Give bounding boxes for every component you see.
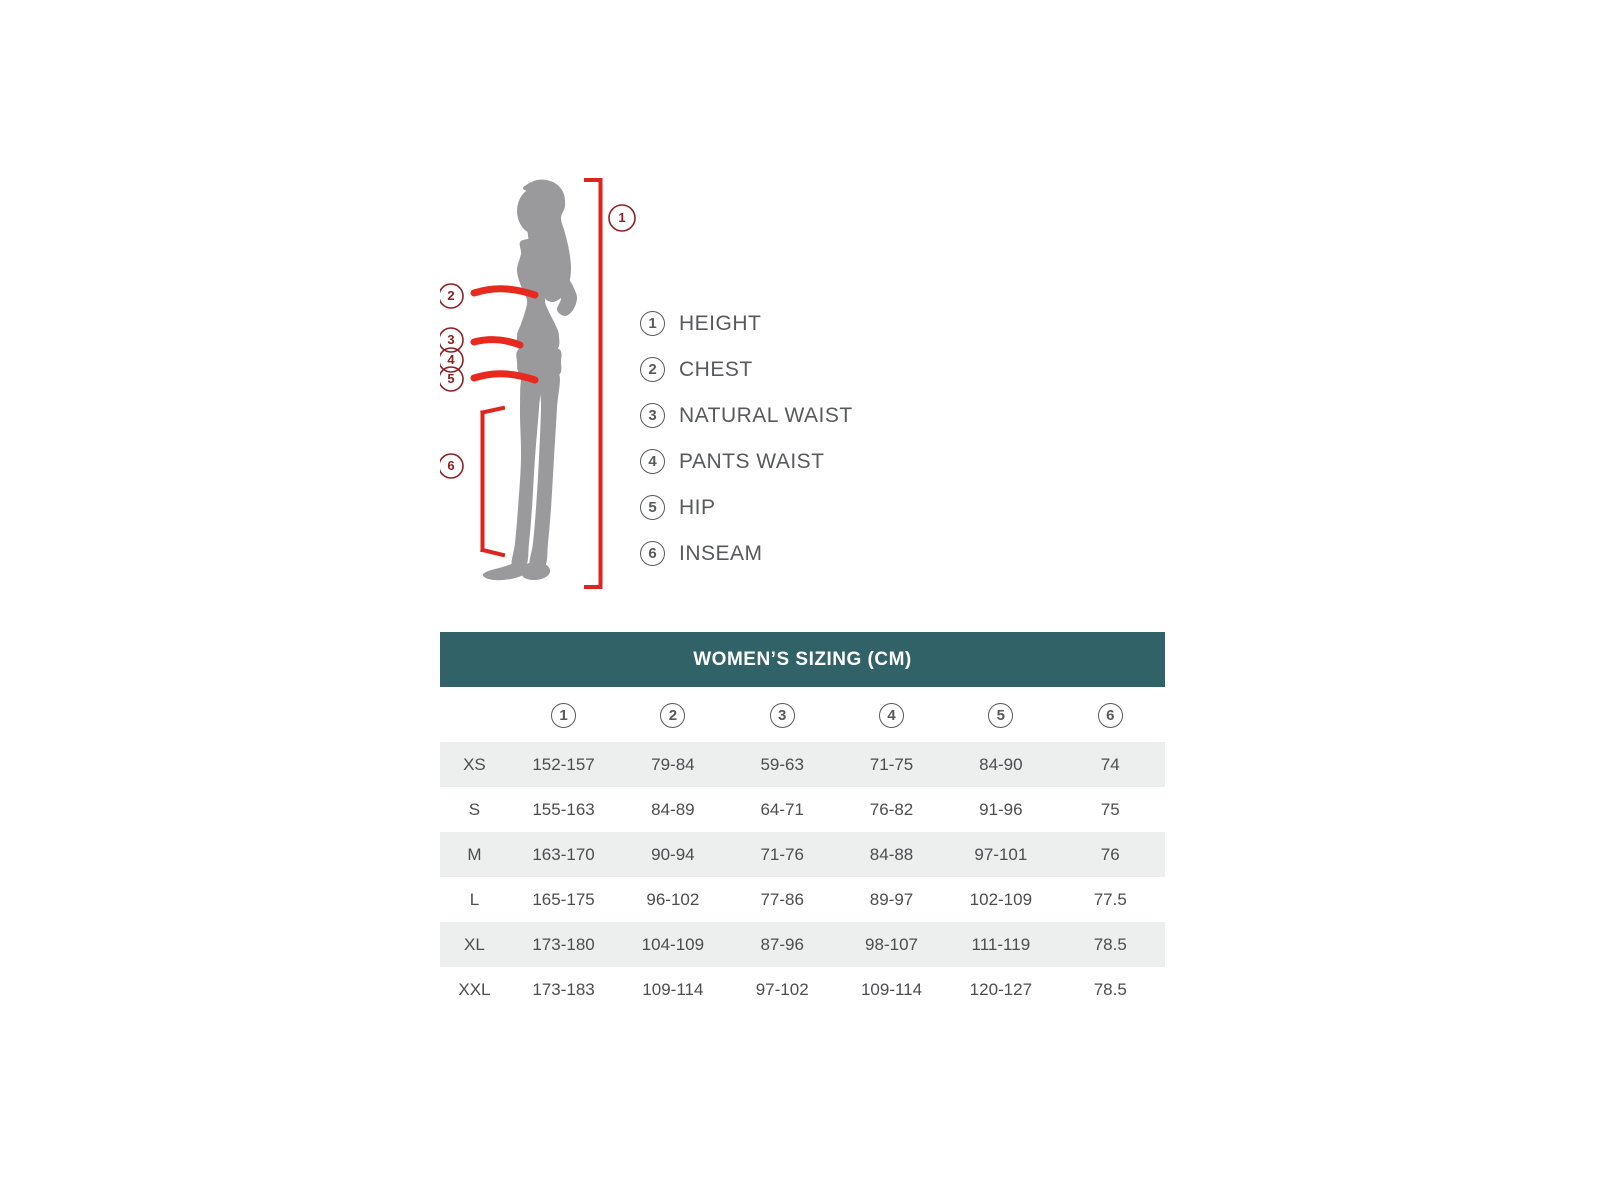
svg-text:3: 3 [447,332,454,347]
svg-text:1: 1 [618,210,625,225]
svg-text:2: 2 [447,288,454,303]
svg-text:5: 5 [447,371,454,386]
svg-text:6: 6 [447,458,454,473]
svg-text:4: 4 [447,352,455,367]
